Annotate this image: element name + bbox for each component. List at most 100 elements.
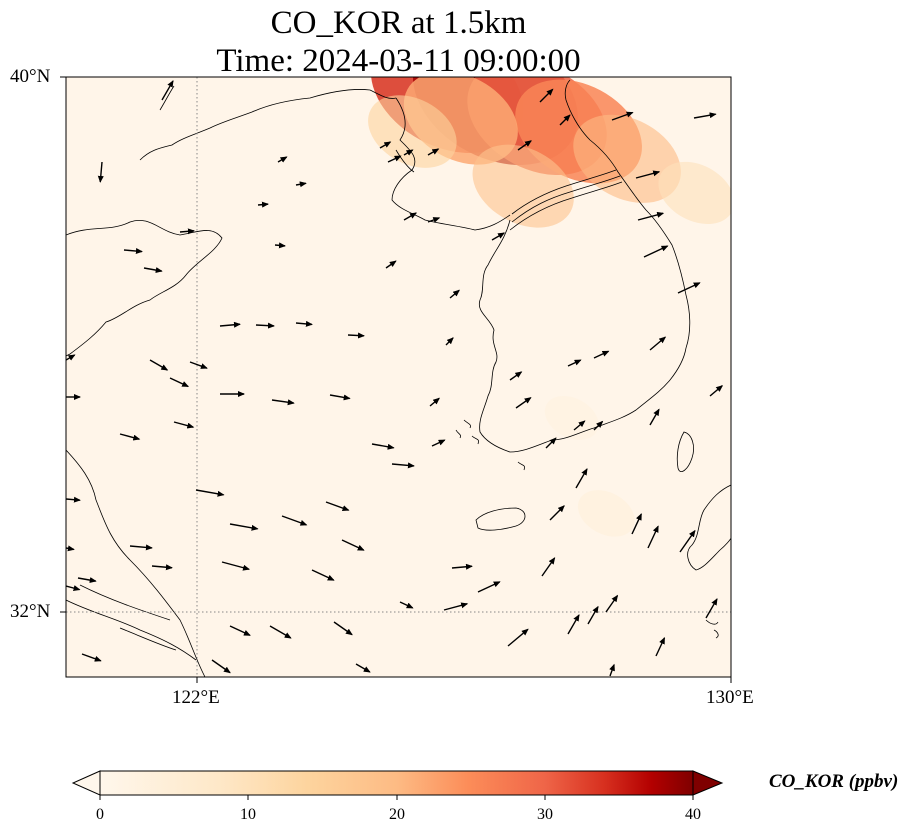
colorbar-extend-low [71, 770, 101, 796]
colorbar-label-10: 10 [240, 806, 256, 823]
wind-arrow [643, 245, 669, 258]
south-korea-south-coast [551, 347, 687, 441]
concentration-cell [544, 395, 599, 440]
wind-arrow [545, 437, 557, 449]
dmz-line [509, 169, 623, 231]
x-tick-label-122e: 122°E [172, 687, 220, 708]
yangtze-estuary [66, 584, 197, 661]
colorbar-title: CO_KOR (ppbv) [769, 771, 899, 792]
wind-arrow [195, 489, 225, 497]
wind-arrow [649, 336, 667, 351]
wind-arrow [325, 501, 350, 511]
title-line-1: CO_KOR at 1.5km [270, 5, 527, 41]
wind-arrow [274, 242, 286, 249]
wind-arrow [593, 420, 604, 431]
china-coast [66, 220, 223, 677]
wind-arrow [491, 232, 505, 241]
wind-arrow [229, 625, 251, 636]
wind-arrow [333, 621, 353, 636]
tsushima-island [676, 431, 694, 472]
concentration-cell [573, 114, 681, 203]
west-sea-islands [455, 419, 525, 471]
colorbar-label-0: 0 [96, 806, 104, 823]
wind-arrow [679, 529, 696, 553]
wind-arrow [655, 636, 666, 657]
wind-arrow [66, 545, 75, 552]
concentration-field [368, 77, 731, 537]
wind-arrow [677, 282, 701, 294]
wind-arrow [66, 496, 81, 503]
wind-arrow [403, 212, 417, 221]
wind-arrow [443, 602, 469, 611]
wind-arrow [387, 155, 402, 163]
map-frame [65, 76, 732, 678]
wind-arrow [271, 399, 295, 406]
north-korea-coast [391, 97, 511, 231]
wind-arrow [219, 321, 241, 328]
wind-arrow [329, 394, 351, 401]
wind-arrow [355, 663, 371, 673]
wind-arrow [541, 557, 556, 577]
wind-arrow [143, 267, 163, 274]
wind-arrow [123, 248, 143, 255]
wind-arrow [371, 443, 395, 450]
wind-arrow [449, 289, 460, 299]
wind-arrow [559, 114, 571, 126]
wind-arrow [295, 181, 307, 188]
wind-arrow [549, 505, 565, 521]
wind-arrow [631, 513, 642, 535]
jeju-island [475, 507, 526, 531]
wind-arrow [445, 337, 454, 346]
wind-arrow [637, 211, 665, 221]
wind-arrow [611, 111, 634, 121]
wind-arrow [693, 112, 717, 119]
colorbar-label-30: 30 [537, 806, 553, 823]
wind-arrow [539, 88, 554, 103]
wind-arrow [609, 663, 615, 677]
wind-arrow [81, 653, 102, 662]
wind-arrow [149, 359, 169, 371]
wind-arrow [391, 462, 415, 469]
coastlines [66, 79, 731, 677]
wind-arrow [277, 156, 288, 163]
y-tick-label-40n: 40°N [10, 66, 51, 87]
wind-arrow [649, 408, 660, 426]
wind-arrow [575, 468, 588, 489]
wind-arrow [311, 569, 335, 581]
japan-coast [687, 484, 731, 571]
concentration-cell [658, 161, 731, 224]
wind-arrow [66, 354, 76, 361]
japan-islands [705, 619, 719, 639]
wind-arrow [605, 594, 619, 613]
wind-arrow [403, 149, 414, 156]
wind-arrow [97, 161, 104, 183]
wind-arrow [161, 80, 174, 101]
colorbar-gradient [99, 770, 694, 796]
colorbar [71, 770, 724, 800]
wind-arrow [169, 377, 190, 388]
wind-arrow [427, 148, 440, 156]
wind-arrow [705, 598, 718, 619]
wind-arrow [573, 420, 586, 431]
y-tick-label-32n: 32°N [10, 601, 51, 622]
wind-arrow [179, 228, 195, 235]
wind-arrow [451, 563, 473, 570]
title-line-2: Time: 2024-03-11 09:00:00 [216, 43, 581, 79]
concentration-cell [577, 490, 635, 537]
wind-arrow [211, 659, 231, 674]
wind-arrow [255, 322, 275, 329]
wind-arrow [399, 601, 414, 609]
wind-arrow [129, 544, 153, 551]
south-korea-west-coast [478, 219, 553, 453]
wind-arrow [429, 397, 440, 407]
wind-arrow [66, 585, 81, 591]
gridlines [66, 77, 731, 677]
wind-arrow [77, 577, 97, 584]
wind-arrow [257, 201, 269, 208]
colorbar-extend-high [692, 770, 724, 796]
wind-arrow [507, 628, 529, 647]
wind-arrow [517, 140, 532, 151]
wind-arrow [587, 605, 599, 625]
wind-arrow [281, 515, 308, 526]
